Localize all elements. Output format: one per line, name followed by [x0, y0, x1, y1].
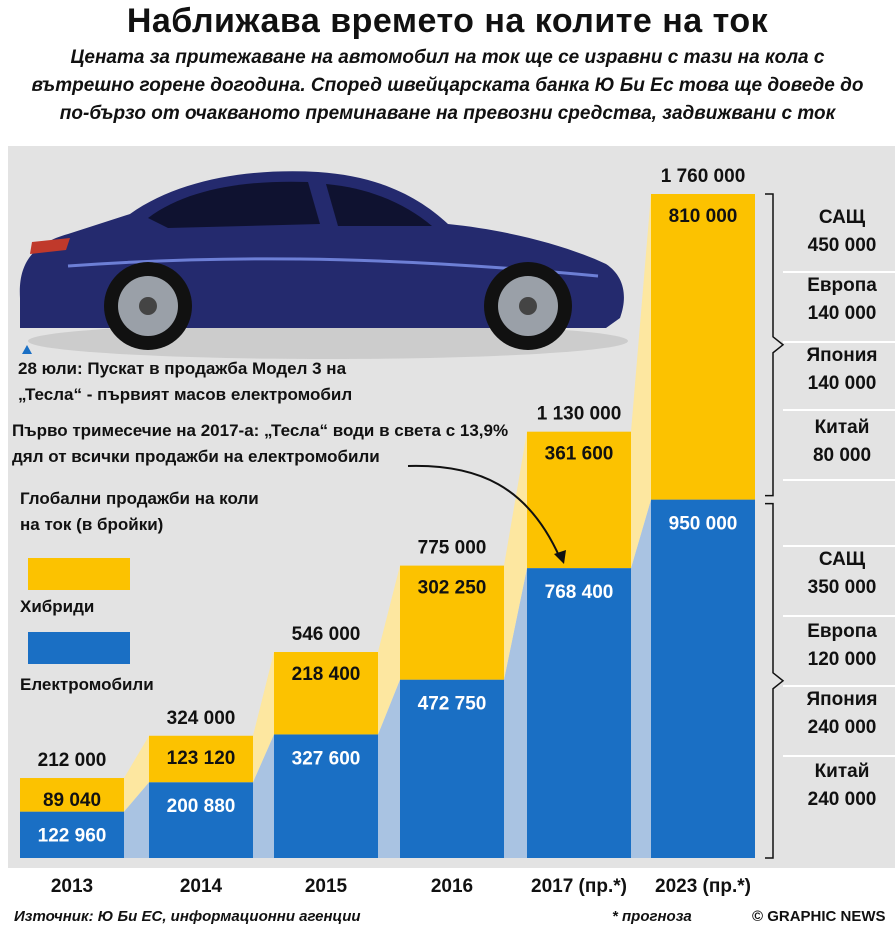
region-electric-china: Китай 240 000 [807, 761, 877, 810]
legend-label-hybrid: Хибриди [20, 597, 95, 616]
data-label-electric: 768 400 [545, 582, 614, 603]
connector-electric [124, 782, 149, 858]
page-subtitle: Цената за притежаване на автомобил на то… [31, 47, 864, 124]
bars: 122 960 89 040 212 000 200 880 123 120 324 00… [20, 166, 755, 858]
data-label-electric: 327 600 [292, 748, 361, 769]
bar-electric [400, 679, 504, 858]
bar-hybrid [400, 565, 504, 680]
connector-hybrid [253, 652, 274, 783]
bar-hybrid [274, 652, 378, 735]
bracket [765, 193, 785, 497]
data-label-hybrid: 218 400 [292, 664, 361, 685]
region-hybrid-europe: Европа 140 000 [807, 275, 877, 324]
region-hybrid-usa: САЩ 450 000 [807, 207, 877, 256]
bar-electric [274, 734, 378, 858]
bar-electric [20, 811, 124, 858]
bar-connectors [124, 194, 651, 858]
x-tick-label: 2016 [431, 876, 473, 897]
total-label: 1 130 000 [537, 404, 622, 425]
total-label: 546 000 [292, 624, 361, 645]
bar-electric [651, 499, 755, 858]
chart-panel: 122 960 89 040 212 000 200 880 123 120 324 00… [8, 146, 895, 868]
bar-hybrid [527, 431, 631, 569]
source-note: Източник: Ю Би ЕС, информационни агенции [14, 908, 361, 925]
bracket [765, 502, 785, 859]
connector-electric [253, 734, 274, 858]
car-illustration [19, 171, 628, 359]
x-tick-label: 2023 (пр.*) [655, 876, 751, 897]
data-label-hybrid: 123 120 [167, 748, 236, 769]
connector-electric [631, 499, 651, 858]
stacked-bar-chart: 122 960 89 040 212 000 200 880 123 120 324 00… [19, 166, 895, 859]
connector-hybrid [124, 735, 149, 812]
total-label: 324 000 [167, 708, 236, 729]
data-label-electric: 200 880 [167, 796, 236, 817]
page-title: Наближава времето на колите на ток [126, 2, 769, 40]
connector-electric [504, 568, 527, 858]
bar-hybrid [651, 194, 755, 500]
annotation-tesla-launch: 28 юли: Пускат в продажба Модел 3 на „Те… [18, 359, 353, 404]
x-tick-label: 2015 [305, 876, 348, 897]
legend-title: Глобални продажби на коли на ток (в брой… [20, 489, 259, 534]
bar-hybrid [149, 735, 253, 783]
credit: © GRAPHIC NEWS [752, 908, 886, 925]
timeline-marker-icon [22, 345, 32, 354]
data-label-electric: 472 750 [418, 694, 487, 715]
region-brackets [765, 193, 895, 859]
callout-arrow [407, 464, 561, 559]
legend-swatch-electric [28, 632, 130, 664]
bar-hybrid [20, 778, 124, 812]
bar-electric [149, 782, 253, 858]
connector-hybrid [378, 565, 400, 735]
bar-electric [527, 568, 631, 858]
forecast-note: * прогноза [612, 908, 692, 925]
data-label-hybrid: 89 040 [43, 790, 101, 811]
region-electric-usa: САЩ 350 000 [807, 549, 877, 598]
legend-label-electric: Електромобили [20, 675, 154, 694]
data-label-hybrid: 810 000 [669, 206, 738, 227]
region-hybrid-china: Китай 80 000 [812, 417, 872, 466]
annotation-tesla-share: Първо тримесечие на 2017-а: „Тесла“ води… [12, 421, 509, 466]
x-tick-label: 2017 (пр.*) [531, 876, 627, 897]
total-label: 1 760 000 [661, 166, 746, 187]
footer: 2013 2014 2015 2016 2017 (пр.*) 2023 (пр.*) И… [0, 868, 895, 935]
data-label-electric: 950 000 [669, 514, 738, 535]
x-tick-label: 2014 [180, 876, 223, 897]
data-label-hybrid: 302 250 [418, 578, 487, 599]
total-label: 775 000 [418, 538, 487, 559]
data-label-hybrid: 361 600 [545, 444, 614, 465]
total-label: 212 000 [38, 750, 107, 771]
region-electric-japan: Япония 240 000 [806, 689, 878, 738]
x-axis: 2013 2014 2015 2016 2017 (пр.*) 2023 (пр.*) [51, 876, 751, 897]
region-electric-europe: Европа 120 000 [807, 621, 877, 670]
callout-arrowhead [554, 550, 566, 564]
data-label-electric: 122 960 [38, 826, 107, 847]
x-tick-label: 2013 [51, 876, 93, 897]
connector-hybrid [631, 194, 651, 569]
connector-hybrid [504, 431, 527, 680]
region-hybrid-japan: Япония 140 000 [806, 345, 878, 394]
legend-swatch-hybrid [28, 558, 130, 590]
connector-electric [378, 679, 400, 858]
